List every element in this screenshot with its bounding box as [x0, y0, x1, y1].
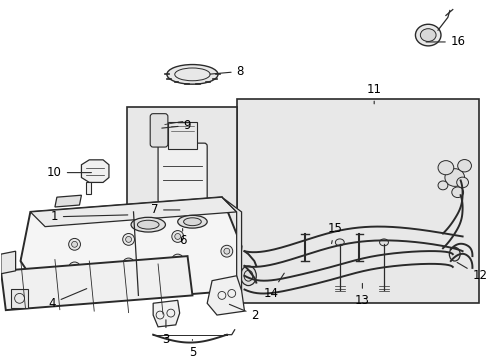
Text: 16: 16	[425, 35, 465, 49]
Bar	[167, 122, 197, 149]
Polygon shape	[1, 256, 192, 310]
Circle shape	[174, 257, 180, 263]
Text: 1: 1	[50, 210, 127, 223]
Circle shape	[122, 258, 134, 270]
Ellipse shape	[437, 161, 453, 175]
Text: 10: 10	[47, 166, 91, 179]
Text: 8: 8	[209, 65, 244, 78]
Bar	[126, 107, 236, 231]
Circle shape	[71, 265, 78, 271]
Text: 12: 12	[456, 262, 487, 282]
Ellipse shape	[177, 215, 207, 228]
Text: 2: 2	[229, 304, 258, 321]
Ellipse shape	[456, 177, 468, 188]
Text: 11: 11	[366, 82, 381, 104]
Text: 13: 13	[354, 283, 369, 307]
Circle shape	[125, 237, 131, 242]
Circle shape	[171, 254, 183, 266]
Ellipse shape	[457, 159, 470, 172]
Text: 14: 14	[263, 273, 284, 300]
Ellipse shape	[420, 29, 435, 41]
Circle shape	[122, 234, 134, 245]
Circle shape	[71, 241, 78, 247]
Text: 3: 3	[162, 320, 169, 346]
Circle shape	[68, 238, 81, 250]
Ellipse shape	[437, 181, 447, 190]
Ellipse shape	[415, 24, 440, 46]
Bar	[11, 288, 28, 308]
Ellipse shape	[335, 239, 344, 246]
Circle shape	[68, 262, 81, 274]
Polygon shape	[55, 195, 81, 207]
Polygon shape	[207, 276, 244, 315]
Ellipse shape	[379, 239, 387, 246]
Bar	[236, 99, 478, 303]
Text: 7: 7	[150, 203, 180, 216]
Circle shape	[221, 245, 232, 257]
Polygon shape	[222, 197, 241, 291]
Polygon shape	[81, 160, 109, 183]
Ellipse shape	[183, 218, 201, 226]
FancyBboxPatch shape	[150, 114, 167, 147]
Polygon shape	[30, 197, 236, 227]
Polygon shape	[1, 251, 16, 274]
Ellipse shape	[451, 187, 463, 198]
Ellipse shape	[240, 266, 256, 285]
Text: 9: 9	[162, 119, 191, 132]
Text: 6: 6	[179, 229, 186, 247]
Text: 5: 5	[188, 339, 196, 359]
Polygon shape	[86, 183, 91, 194]
FancyBboxPatch shape	[158, 143, 207, 203]
Ellipse shape	[137, 220, 159, 229]
Ellipse shape	[166, 64, 218, 84]
Polygon shape	[20, 197, 241, 305]
Text: 4: 4	[48, 289, 86, 310]
Ellipse shape	[448, 247, 459, 261]
Circle shape	[171, 230, 183, 242]
Polygon shape	[153, 300, 179, 327]
Circle shape	[125, 261, 131, 267]
Ellipse shape	[131, 217, 165, 232]
Circle shape	[224, 248, 229, 254]
Ellipse shape	[444, 169, 464, 186]
Text: 15: 15	[327, 222, 342, 244]
Circle shape	[174, 234, 180, 239]
Ellipse shape	[163, 203, 202, 217]
